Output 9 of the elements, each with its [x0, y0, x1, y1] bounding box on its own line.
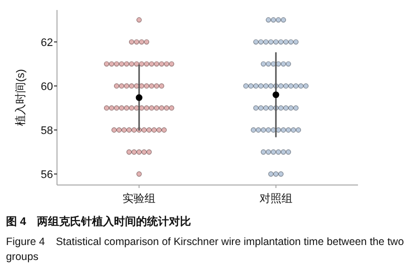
text: Figure 4 Statistical comparison of Kirschner wire implantation time between the two groups: [6, 236, 404, 263]
y-tick-label: 60: [40, 80, 53, 93]
y-tick-label: 62: [40, 36, 53, 49]
y-tick-label: 56: [40, 168, 53, 181]
x-tick-label: 对照组: [259, 192, 292, 205]
y-tick-label: 58: [40, 124, 53, 137]
y-axis-title: 植入时间(s): [14, 69, 27, 126]
x-tick-label: 实验组: [122, 192, 156, 205]
text: 图 4 两组克氏针植入时间的统计对比: [6, 215, 192, 228]
